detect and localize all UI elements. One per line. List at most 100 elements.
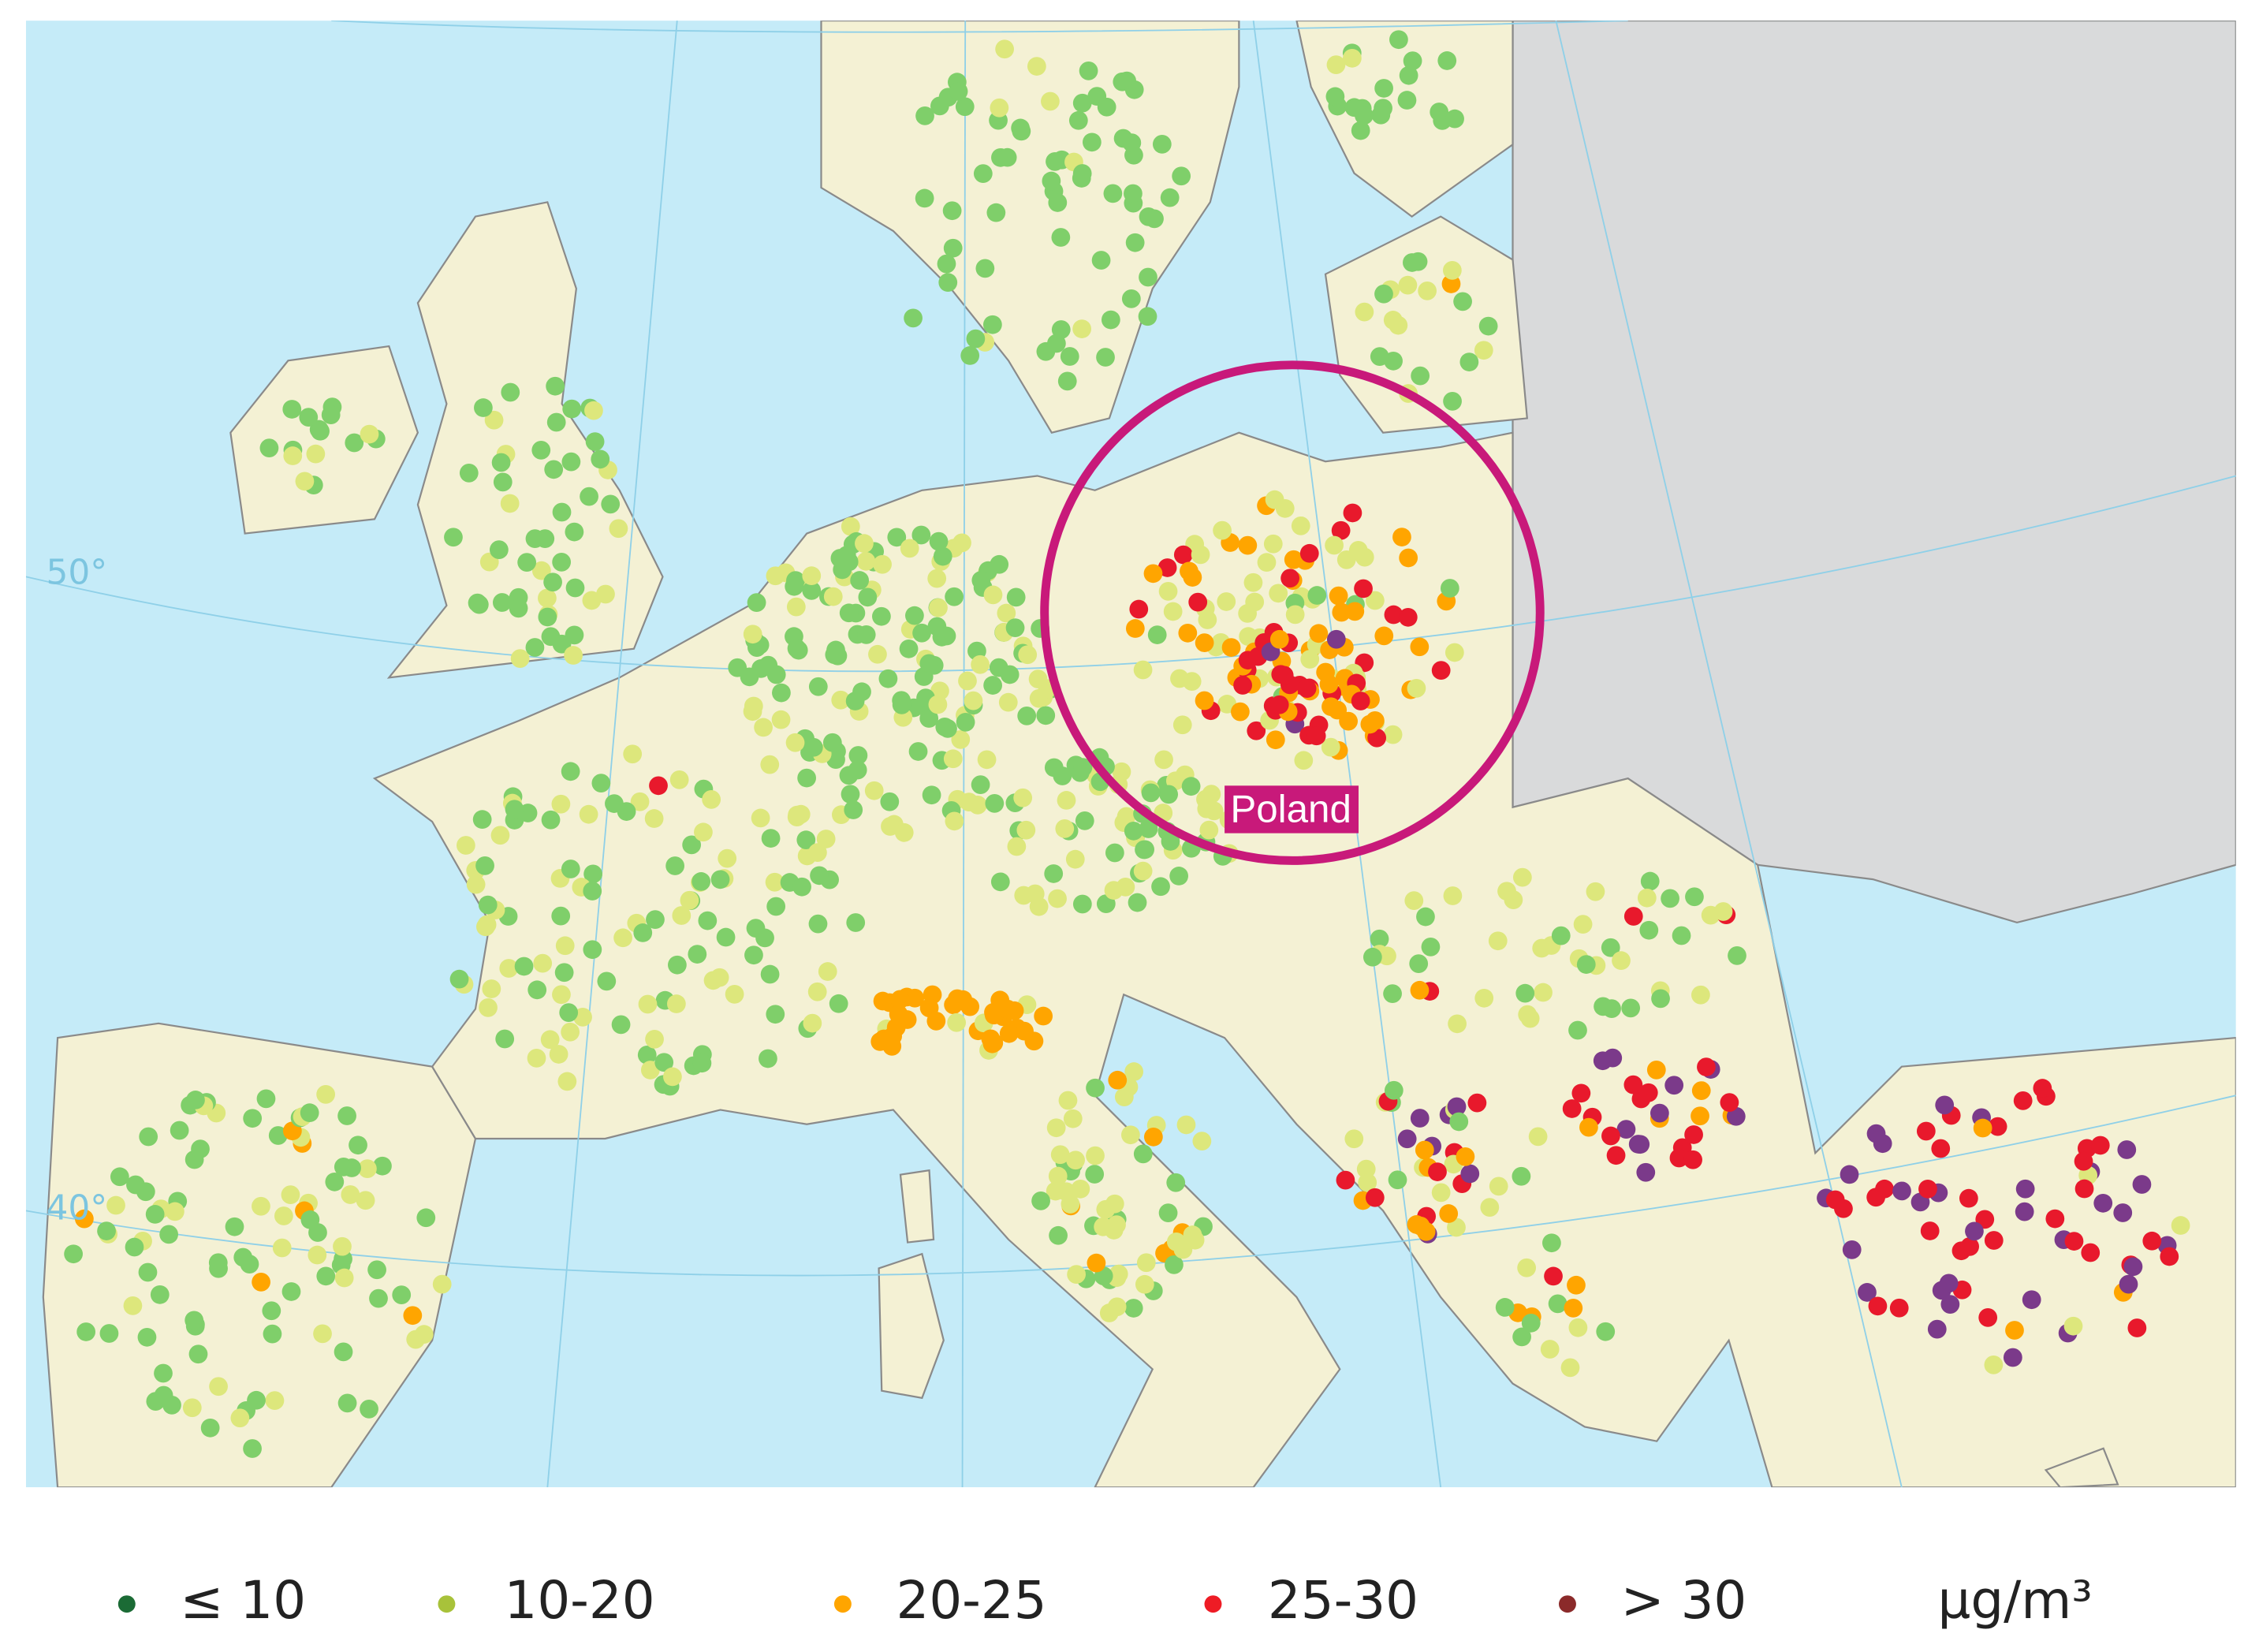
station-dot <box>1460 1164 1480 1184</box>
station-dot <box>1263 534 1283 554</box>
station-dot <box>2142 1231 2162 1251</box>
station-dot <box>1105 1194 1124 1214</box>
station-dot <box>1478 316 1498 336</box>
station-dot <box>159 1225 179 1244</box>
station-dot <box>139 1127 158 1147</box>
station-dot <box>501 382 520 402</box>
station-dot <box>2119 1274 2138 1294</box>
station-dot <box>281 1282 301 1301</box>
station-dot <box>1247 721 1266 740</box>
station-dot <box>1197 799 1217 819</box>
station-dot <box>490 540 509 560</box>
station-dot <box>797 768 817 788</box>
station-dot <box>1371 105 1391 125</box>
station-dot <box>915 106 934 125</box>
station-dot <box>475 856 494 875</box>
station-dot <box>787 639 807 658</box>
station-dot <box>432 1274 452 1294</box>
station-dot <box>1133 861 1153 881</box>
station-dot <box>1046 151 1064 171</box>
station-dot <box>663 1067 682 1087</box>
station-dot <box>1646 1060 1666 1080</box>
station-dot <box>766 1005 785 1024</box>
station-dot <box>710 870 730 889</box>
station-dot <box>1640 871 1660 891</box>
station-dot <box>333 1236 352 1256</box>
station-dot <box>1005 1001 1024 1020</box>
station-dot <box>873 991 893 1011</box>
station-dot <box>2022 1290 2041 1310</box>
station-dot <box>825 645 844 665</box>
station-dot <box>984 1002 1003 1022</box>
station-dot <box>1612 951 1631 971</box>
station-dot <box>1410 637 1430 657</box>
station-dot <box>349 1136 367 1155</box>
station-dot <box>848 746 868 765</box>
station-dot <box>337 1393 357 1413</box>
station-dot <box>1691 985 1710 1005</box>
legend-swatch <box>833 1595 852 1613</box>
station-dot <box>1300 650 1320 669</box>
station-dot <box>1125 233 1145 252</box>
station-dot <box>106 1195 125 1215</box>
station-dot <box>823 587 843 606</box>
station-dot <box>2015 1202 2034 1221</box>
station-dot <box>900 539 919 558</box>
station-dot <box>637 1046 657 1065</box>
station-dot <box>1916 1121 1936 1141</box>
station-dot <box>1072 894 1092 914</box>
station-dot <box>1389 315 1408 335</box>
station-dot <box>971 775 990 794</box>
station-dot <box>170 1121 189 1140</box>
station-dot <box>1684 1125 1703 1144</box>
station-dot <box>517 553 537 572</box>
station-dot <box>1697 1057 1716 1076</box>
station-dot <box>1072 93 1092 113</box>
station-dot <box>1269 695 1289 714</box>
station-dot <box>990 872 1010 892</box>
station-dot <box>1586 882 1605 901</box>
station-dot <box>555 936 575 956</box>
station-dot <box>839 603 859 623</box>
station-dot <box>252 1272 270 1292</box>
station-dot <box>1672 926 1691 945</box>
station-dot <box>899 639 919 658</box>
station-dot <box>484 410 504 430</box>
station-dot <box>591 774 611 792</box>
station-dots <box>64 30 2190 1458</box>
station-dot <box>1166 1173 1186 1192</box>
station-dot <box>691 872 711 891</box>
station-dot <box>583 940 602 960</box>
station-dot <box>855 534 874 554</box>
station-dot <box>1415 1140 1434 1160</box>
station-dot <box>772 683 791 703</box>
station-dot <box>933 546 952 566</box>
station-dot <box>1068 110 1088 130</box>
station-dot <box>1238 604 1257 623</box>
station-dot <box>1154 750 1173 770</box>
station-dot <box>718 848 737 868</box>
station-dot <box>958 671 977 691</box>
station-dot <box>1152 135 1172 154</box>
station-dot <box>844 800 863 819</box>
station-dot <box>977 750 997 770</box>
station-dot <box>945 587 964 606</box>
station-dot <box>225 1217 244 1236</box>
station-dot <box>525 638 545 657</box>
station-dot <box>546 412 566 432</box>
station-dot <box>787 807 807 827</box>
station-dot <box>1105 843 1124 863</box>
station-dot <box>1160 188 1180 207</box>
station-dot <box>1073 758 1093 778</box>
station-dot <box>1447 1097 1467 1117</box>
station-dot <box>985 794 1005 813</box>
station-dot <box>1579 1117 1598 1137</box>
station-dot <box>743 625 762 644</box>
station-dot <box>990 98 1009 117</box>
station-dot <box>995 39 1014 59</box>
station-dot <box>1440 579 1459 598</box>
station-dot <box>1051 320 1071 339</box>
station-dot <box>316 1084 336 1104</box>
station-dot <box>1534 983 1553 1002</box>
